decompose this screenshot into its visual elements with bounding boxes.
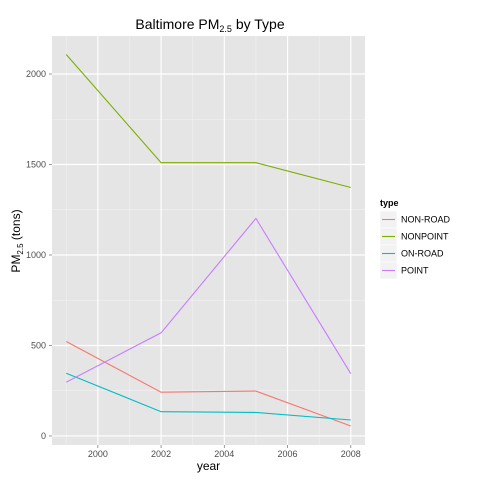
x-tick-label: 2004 (214, 449, 234, 459)
series-line-non-road (65, 341, 351, 427)
y-axis-title-rest: (tons) (9, 209, 23, 243)
chart-title-rest: by Type (232, 16, 285, 32)
chart-title-main: Baltimore PM (135, 16, 219, 32)
y-tick-label: 500 (31, 340, 46, 350)
series-lines (65, 54, 352, 427)
y-axis-title-subscript: 2.5 (16, 243, 25, 255)
y-axis-title: PM2.5 (tons) (9, 209, 25, 272)
x-tick-label: 2000 (88, 449, 108, 459)
legend-label-point: POINT (401, 266, 429, 276)
y-axis: 0 500 1000 1500 2000 (26, 69, 52, 441)
y-axis-title-main: PM (9, 255, 23, 273)
legend-label-nonpoint: NONPOINT (401, 232, 449, 242)
x-tick-label: 2008 (341, 449, 361, 459)
x-tick-label: 2006 (278, 449, 298, 459)
chart-title-subscript: 2.5 (219, 24, 232, 34)
y-tick-label: 1500 (26, 159, 46, 169)
y-tick-label: 0 (41, 431, 46, 441)
x-axis: 2000 2002 2004 2006 2008 (88, 445, 361, 459)
grid-minor (52, 36, 365, 445)
legend-label-on-road: ON-ROAD (401, 249, 444, 259)
chart-title: Baltimore PM2.5 by Type (135, 16, 284, 34)
legend-items: NON-ROAD NONPOINT ON-ROAD POINT (379, 210, 450, 280)
x-axis-title: year (197, 459, 220, 473)
legend-title: type (380, 198, 399, 208)
series-line-on-road (65, 372, 351, 421)
y-tick-label: 1000 (26, 250, 46, 260)
x-tick-label: 2002 (151, 449, 171, 459)
legend-label-non-road: NON-ROAD (401, 215, 450, 225)
y-tick-label: 2000 (26, 69, 46, 79)
grid-major (52, 36, 365, 445)
series-line-point (65, 217, 352, 383)
series-line-nonpoint (65, 54, 351, 189)
legend: type NON-ROAD NONPOINT ON-ROAD POINT (379, 198, 450, 280)
plot-panel (52, 36, 365, 445)
